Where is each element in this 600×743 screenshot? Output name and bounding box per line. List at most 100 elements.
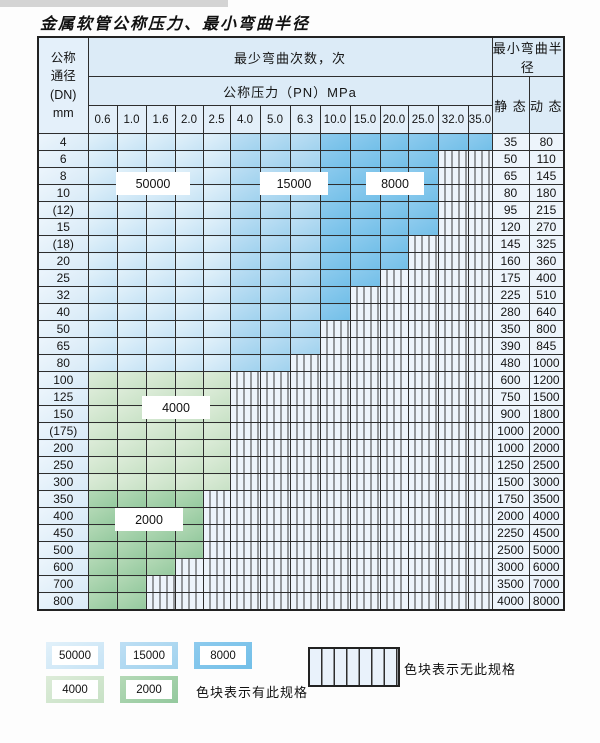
spec-cell-available (289, 218, 321, 236)
spec-cell-available (87, 473, 118, 491)
spec-cell-available (116, 252, 147, 270)
dn-value: 4 (37, 133, 89, 151)
dynamic-radius-value: 5000 (528, 541, 565, 559)
spec-cell-available (202, 422, 231, 440)
spec-cell-unavailable (437, 354, 469, 372)
spec-cell-unavailable (379, 286, 409, 304)
spec-cell-available (174, 133, 204, 151)
spec-cell-available (259, 133, 291, 151)
spec-cell-unavailable (289, 354, 321, 372)
spec-cell-available (202, 354, 231, 372)
spec-cell-available (87, 286, 118, 304)
spec-cell-unavailable (407, 303, 439, 321)
spec-cell-unavailable (437, 371, 469, 389)
static-radius-value: 900 (491, 405, 530, 423)
spec-cell-unavailable (229, 456, 261, 474)
dn-value: 600 (37, 558, 89, 576)
table-row: 40 280 640 (37, 303, 565, 321)
min-radius-header: 最小弯曲半径 (491, 36, 565, 77)
dn-value: 80 (37, 354, 89, 372)
spec-cell-available (174, 354, 204, 372)
dynamic-radius-value: 800 (528, 320, 565, 338)
pressure-col-header: 32.0 (437, 105, 469, 134)
overlay-label-15000: 15000 (261, 173, 327, 194)
spec-cell-unavailable (229, 473, 261, 491)
spec-cell-unavailable (349, 405, 381, 423)
pressure-col-header: 2.5 (202, 105, 231, 134)
spec-cell-available (87, 439, 118, 457)
spec-cell-unavailable (319, 592, 351, 611)
spec-cell-available (229, 235, 261, 253)
spec-cell-unavailable (319, 320, 351, 338)
spec-cell-available (379, 235, 409, 253)
spec-cell-unavailable (229, 524, 261, 542)
spec-cell-unavailable (437, 439, 469, 457)
spec-cell-available (379, 252, 409, 270)
legend-has-spec-text: 色块表示有此规格 (196, 685, 309, 700)
spec-cell-available (349, 269, 381, 287)
spec-cell-unavailable (202, 558, 231, 576)
spec-cell-unavailable (229, 490, 261, 508)
spec-cell-unavailable (259, 405, 291, 423)
spec-cell-available (145, 133, 176, 151)
spec-cell-available (174, 252, 204, 270)
spec-cell-available (145, 235, 176, 253)
spec-cell-unavailable (407, 235, 439, 253)
spec-cell-available (174, 150, 204, 168)
spec-cell-available (116, 558, 147, 576)
spec-cell-available (87, 456, 118, 474)
spec-cell-unavailable (437, 286, 469, 304)
spec-cell-available (174, 337, 204, 355)
spec-cell-available (319, 252, 351, 270)
static-radius-value: 145 (491, 235, 530, 253)
spec-cell-unavailable (349, 490, 381, 508)
spec-cell-available (259, 235, 291, 253)
spec-cell-available (145, 201, 176, 219)
legend-swatch-8000: 8000 (194, 642, 252, 669)
spec-cell-available (229, 354, 261, 372)
spec-cell-unavailable (319, 507, 351, 525)
spec-cell-unavailable (407, 541, 439, 559)
dn-value: 800 (37, 592, 89, 611)
spec-cell-unavailable (467, 592, 493, 611)
spec-cell-unavailable (259, 473, 291, 491)
spec-cell-unavailable (437, 252, 469, 270)
spec-cell-unavailable (437, 541, 469, 559)
spec-cell-unavailable (467, 150, 493, 168)
spec-cell-unavailable (379, 439, 409, 457)
spec-cell-available (229, 218, 261, 236)
spec-cell-unavailable (259, 388, 291, 406)
dn-header-line: 公称 (50, 51, 76, 66)
spec-cell-available (202, 320, 231, 338)
dynamic-radius-value: 400 (528, 269, 565, 287)
spec-cell-unavailable (259, 592, 291, 611)
spec-cell-unavailable (437, 337, 469, 355)
spec-cell-unavailable (174, 592, 204, 611)
static-radius-value: 1000 (491, 439, 530, 457)
static-radius-value: 1500 (491, 473, 530, 491)
spec-cell-unavailable (437, 269, 469, 287)
spec-cell-unavailable (174, 558, 204, 576)
dn-header-line: 通径 (50, 69, 76, 84)
spec-cell-unavailable (407, 558, 439, 576)
spec-cell-unavailable (349, 388, 381, 406)
spec-cell-available (319, 286, 351, 304)
spec-cell-available (174, 541, 204, 559)
pressure-col-header: 15.0 (349, 105, 381, 134)
spec-cell-unavailable (467, 167, 493, 185)
spec-cell-available (229, 303, 261, 321)
dn-value: 300 (37, 473, 89, 491)
spec-cell-available (289, 201, 321, 219)
dynamic-radius-value: 110 (528, 150, 565, 168)
spec-cell-available (202, 473, 231, 491)
spec-cell-unavailable (259, 371, 291, 389)
spec-cell-unavailable (437, 405, 469, 423)
spec-cell-available (116, 541, 147, 559)
spec-cell-unavailable (467, 269, 493, 287)
spec-cell-available (202, 252, 231, 270)
spec-cell-unavailable (467, 371, 493, 389)
spec-cell-unavailable (349, 473, 381, 491)
spec-cell-available (145, 541, 176, 559)
spec-cell-unavailable (407, 337, 439, 355)
spec-table-container: 公称 通径 (DN) mm 最少弯曲次数，次 最小弯曲半径 公称压力（PN）MPa 静 态动 … (37, 36, 565, 611)
